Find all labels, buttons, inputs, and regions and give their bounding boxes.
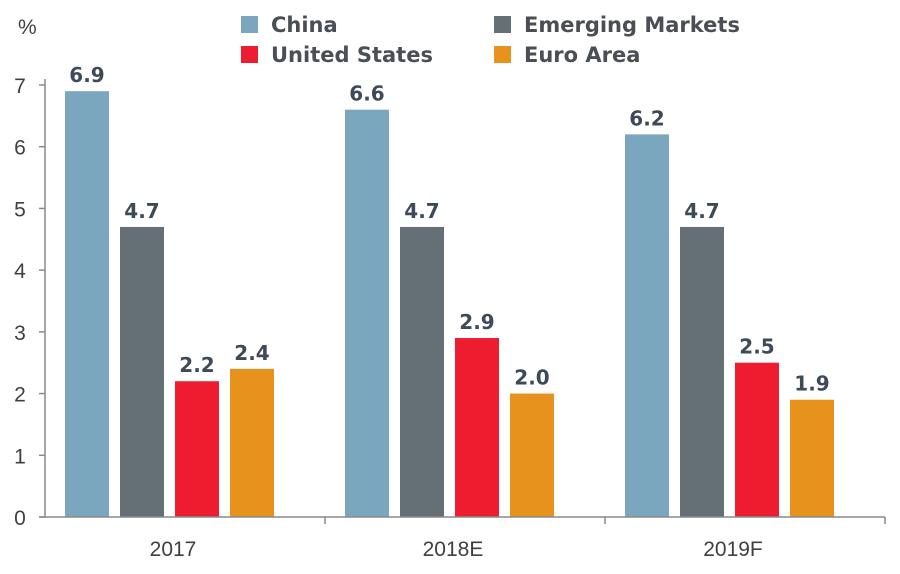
legend: China Emerging Markets United States Euro A… — [241, 13, 740, 67]
data-label: 4.7 — [684, 199, 719, 223]
data-label: 2.0 — [514, 366, 549, 390]
y-tick-label: 5 — [14, 198, 26, 221]
bar — [680, 226, 724, 517]
data-label: 2.5 — [739, 335, 774, 359]
legend-label: China — [271, 13, 338, 37]
bar — [65, 91, 109, 518]
data-label: 2.9 — [459, 310, 494, 334]
y-tick-label: 4 — [14, 260, 26, 283]
bar — [510, 393, 554, 517]
data-label: 2.2 — [179, 353, 214, 377]
y-tick-label: 3 — [14, 322, 26, 345]
data-label: 6.9 — [69, 63, 104, 87]
y-axis: 0 1 2 3 4 5 6 7 — [14, 75, 46, 530]
y-tick-label: 7 — [14, 75, 26, 98]
bar — [230, 368, 274, 517]
bar — [625, 134, 669, 517]
y-tick-label: 2 — [14, 384, 26, 407]
x-tick-label: 2018E — [423, 538, 484, 561]
legend-swatch — [241, 16, 258, 33]
y-tick-label: 1 — [14, 445, 26, 468]
bar — [175, 381, 219, 517]
bar — [400, 226, 444, 517]
legend-label: Euro Area — [524, 43, 640, 67]
legend-label: Emerging Markets — [524, 13, 740, 37]
legend-swatch — [241, 46, 258, 63]
data-label: 4.7 — [404, 199, 439, 223]
legend-label: United States — [271, 43, 433, 67]
bar — [455, 338, 499, 517]
data-label: 4.7 — [124, 199, 159, 223]
legend-swatch — [494, 16, 511, 33]
y-axis-unit-label: % — [18, 16, 37, 39]
y-tick-label: 0 — [14, 507, 26, 530]
bar — [345, 109, 389, 517]
x-tick-label: 2019F — [703, 538, 763, 561]
data-label: 2.4 — [234, 341, 269, 365]
y-tick-label: 6 — [14, 137, 26, 160]
data-label: 6.2 — [629, 106, 664, 130]
x-axis: 2017 2018E 2019F — [39, 516, 886, 561]
legend-swatch — [494, 46, 511, 63]
bars: 6.9 4.7 2.2 2.4 6.6 4.7 2.9 2.0 6.2 4.7 2.5 1.9 — [65, 63, 834, 518]
bar — [120, 226, 164, 517]
data-label: 1.9 — [794, 372, 829, 396]
data-label: 6.6 — [349, 82, 384, 106]
bar — [735, 362, 779, 517]
x-tick-label: 2017 — [150, 538, 197, 561]
bar — [790, 399, 834, 517]
